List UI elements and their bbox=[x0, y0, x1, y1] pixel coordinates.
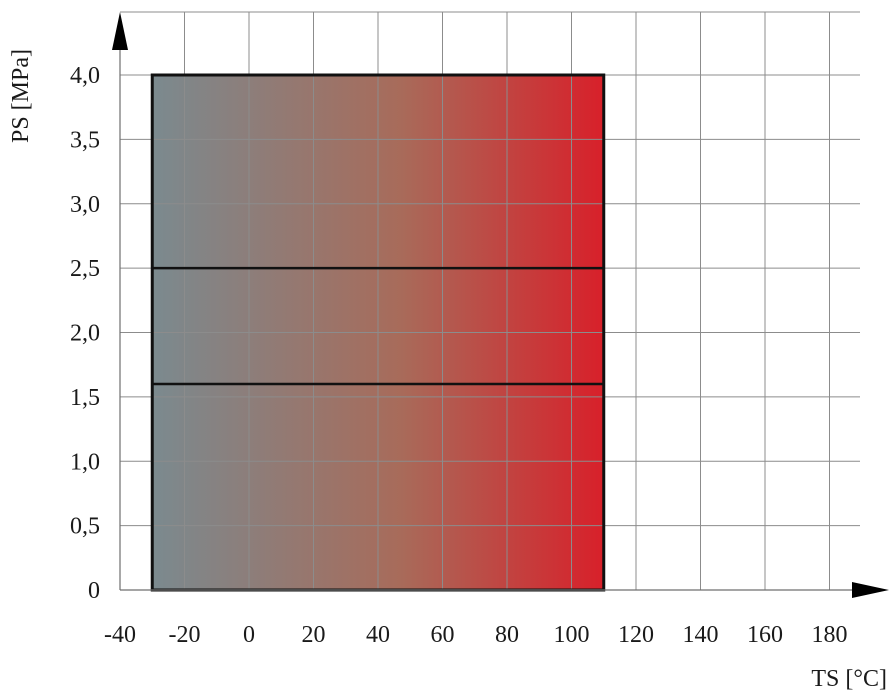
y-tick-label: 4,0 bbox=[70, 63, 100, 89]
y-tick-label: 2,5 bbox=[70, 256, 100, 282]
x-tick-label: 100 bbox=[554, 622, 590, 648]
x-tick-labels: -40 -20 0 20 40 60 80 100 120 140 160 180 bbox=[104, 622, 848, 648]
y-tick-label: 1,0 bbox=[70, 449, 100, 475]
grid bbox=[120, 11, 860, 590]
x-tick-label: 140 bbox=[683, 622, 719, 648]
x-tick-label: 80 bbox=[495, 622, 519, 648]
y-axis-label: PS [MPa] bbox=[8, 49, 34, 143]
y-axis-arrow-icon bbox=[112, 12, 128, 50]
x-axis-arrow-icon bbox=[852, 582, 889, 598]
x-tick-label: 160 bbox=[747, 622, 783, 648]
limit-lines-layer bbox=[152, 266, 604, 386]
x-tick-label: 20 bbox=[302, 622, 326, 648]
x-tick-label: -20 bbox=[169, 622, 201, 648]
x-tick-label: 120 bbox=[618, 622, 654, 648]
y-tick-label: 0,5 bbox=[70, 514, 100, 540]
y-tick-label: 0 bbox=[88, 578, 100, 604]
x-tick-label: 0 bbox=[243, 622, 255, 648]
x-tick-label: 40 bbox=[366, 622, 390, 648]
x-tick-label: -40 bbox=[104, 622, 136, 648]
x-axis-label: TS [°C] bbox=[811, 666, 887, 692]
y-tick-labels: 0 0,5 1,0 1,5 2,0 2,5 3,0 3,5 4,0 bbox=[70, 63, 100, 604]
axes bbox=[112, 12, 889, 598]
y-tick-label: 3,0 bbox=[70, 192, 100, 218]
y-tick-label: 2,0 bbox=[70, 321, 100, 347]
y-tick-label: 1,5 bbox=[70, 385, 100, 411]
x-tick-label: 180 bbox=[812, 622, 848, 648]
x-tick-label: 60 bbox=[431, 622, 455, 648]
y-tick-label: 3,5 bbox=[70, 127, 100, 153]
